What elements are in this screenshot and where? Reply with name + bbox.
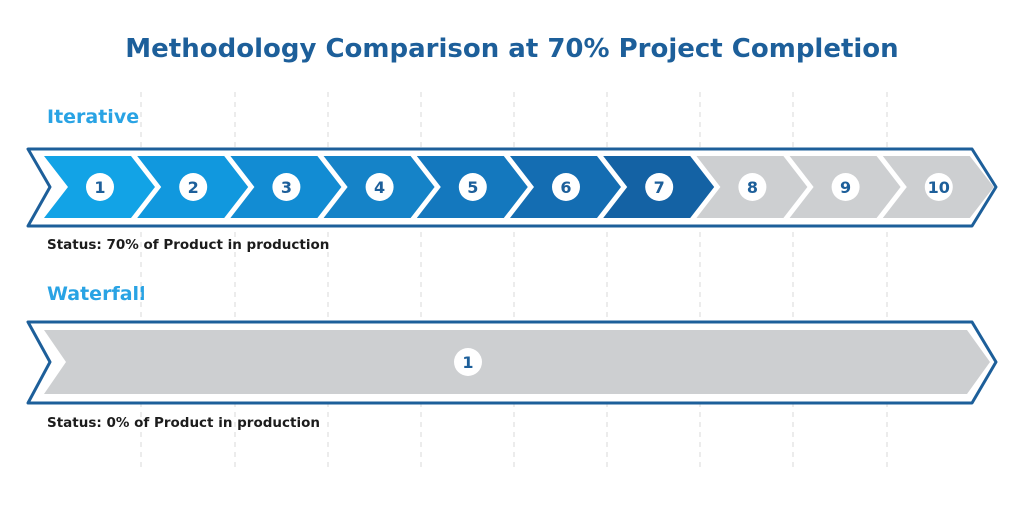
- page-title: Methodology Comparison at 70% Project Co…: [125, 34, 899, 64]
- waterfall-chevron: 1: [44, 330, 990, 394]
- chevron-shape: [44, 330, 990, 394]
- iteration-chevron: 5: [416, 156, 528, 218]
- phase-number-badge: [454, 348, 482, 376]
- step-number-badge: [458, 173, 487, 201]
- phase-number: 1: [462, 353, 473, 372]
- iteration-chevron: 9: [789, 156, 901, 218]
- step-number-badge: [272, 173, 301, 201]
- iteration-chevron: 10: [882, 156, 994, 218]
- step-number: 2: [188, 178, 199, 197]
- iteration-chevron: 4: [323, 156, 435, 218]
- step-number-badge: [179, 173, 208, 201]
- step-number-badge: [86, 173, 114, 201]
- iteration-chevron: 8: [696, 156, 808, 218]
- iterative-status: Status: 70% of Product in production: [47, 237, 330, 253]
- step-number: 6: [560, 178, 571, 197]
- iterative-track: 1 2 3 4 5 6 7 8 9 10: [26, 147, 998, 228]
- step-number-badge: [552, 173, 580, 201]
- iteration-chevron: 7: [603, 156, 715, 218]
- step-number-badge: [738, 173, 767, 201]
- iteration-chevron: 1: [44, 156, 155, 218]
- step-number-badge: [924, 173, 953, 201]
- step-number: 4: [374, 178, 385, 197]
- waterfall-track: 1: [26, 320, 998, 405]
- step-number: 1: [94, 178, 105, 197]
- step-number: 8: [747, 178, 758, 197]
- step-number-badge: [645, 173, 674, 201]
- step-number-badge: [365, 173, 394, 201]
- step-number: 9: [840, 178, 851, 197]
- waterfall-label: Waterfall: [47, 283, 146, 305]
- waterfall-status: Status: 0% of Product in production: [47, 415, 320, 431]
- step-number-badge: [831, 173, 860, 201]
- iteration-chevron: 6: [510, 156, 621, 218]
- iterative-label: Iterative: [47, 106, 140, 128]
- iteration-chevron: 2: [137, 156, 249, 218]
- step-number: 5: [467, 178, 478, 197]
- iteration-chevron: 3: [230, 156, 342, 218]
- step-number: 7: [654, 178, 665, 197]
- step-number: 10: [928, 178, 950, 197]
- step-number: 3: [281, 178, 292, 197]
